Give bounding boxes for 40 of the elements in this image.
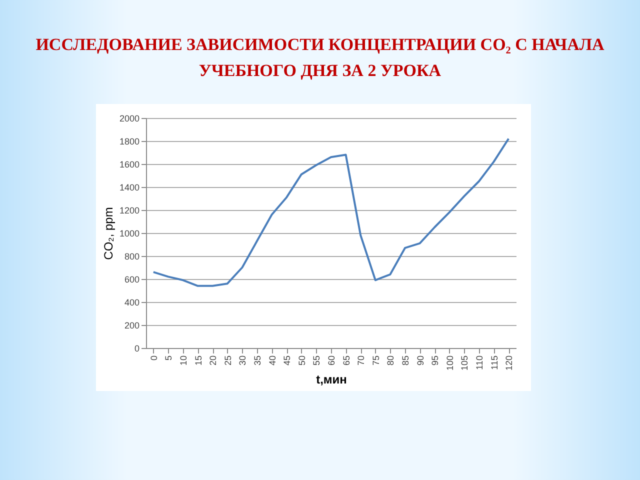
x-tick-label: 100	[444, 356, 455, 371]
x-tick-label: 25	[222, 356, 233, 366]
y-tick-label: 0	[134, 344, 140, 354]
x-tick-label: 15	[193, 356, 204, 366]
y-axis-title: CO₂, ppm	[101, 207, 116, 260]
y-tick-label: 1000	[119, 228, 140, 238]
x-tick-label: 30	[238, 356, 248, 366]
y-tick-label: 600	[124, 274, 140, 284]
x-tick-label: 50	[296, 356, 307, 366]
x-tick-label: 55	[312, 356, 322, 366]
x-tick-label: 60	[326, 356, 336, 366]
x-tick-label: 45	[282, 356, 292, 366]
x-tick-label: 95	[430, 356, 440, 366]
y-tick-label: 1600	[119, 160, 140, 170]
y-tick-label: 2000	[119, 114, 140, 124]
x-tick-label: 35	[252, 356, 262, 366]
x-tick-label: 10	[178, 356, 188, 366]
y-tick-label: 800	[124, 252, 140, 262]
x-tick-label: 80	[386, 356, 396, 366]
x-tick-label: 5	[164, 356, 174, 361]
y-tick-label: 200	[124, 320, 140, 330]
line-series	[152, 138, 510, 287]
x-tick-label: 85	[400, 356, 410, 366]
x-tick-label: 115	[489, 356, 500, 370]
x-tick-label: 110	[474, 356, 484, 370]
x-tick-label: 20	[208, 356, 218, 366]
x-axis-title: t,мин	[316, 372, 347, 387]
x-tick-label: 70	[356, 356, 366, 366]
y-tick-label: 1200	[119, 206, 140, 216]
chart-title: ИССЛЕДОВАНИЕ ЗАВИСИМОСТИ КОНЦЕНТРАЦИИ CO₂ С НАЧАЛА УЧЕБНОГО ДНЯ ЗА 2 УРОКА	[34, 34, 606, 82]
x-tick-label: 40	[267, 356, 278, 366]
x-tick-label: 0	[148, 356, 159, 361]
y-tick-label: 400	[124, 298, 140, 308]
y-tick-label: 1400	[119, 182, 140, 192]
x-tick-label: 120	[504, 356, 514, 371]
y-tick-label: 1800	[119, 136, 140, 146]
x-tick-label: 105	[460, 356, 470, 371]
x-tick-label: 90	[415, 356, 426, 366]
x-tick-label: 75	[370, 356, 381, 366]
x-tick-label: 65	[341, 356, 352, 366]
